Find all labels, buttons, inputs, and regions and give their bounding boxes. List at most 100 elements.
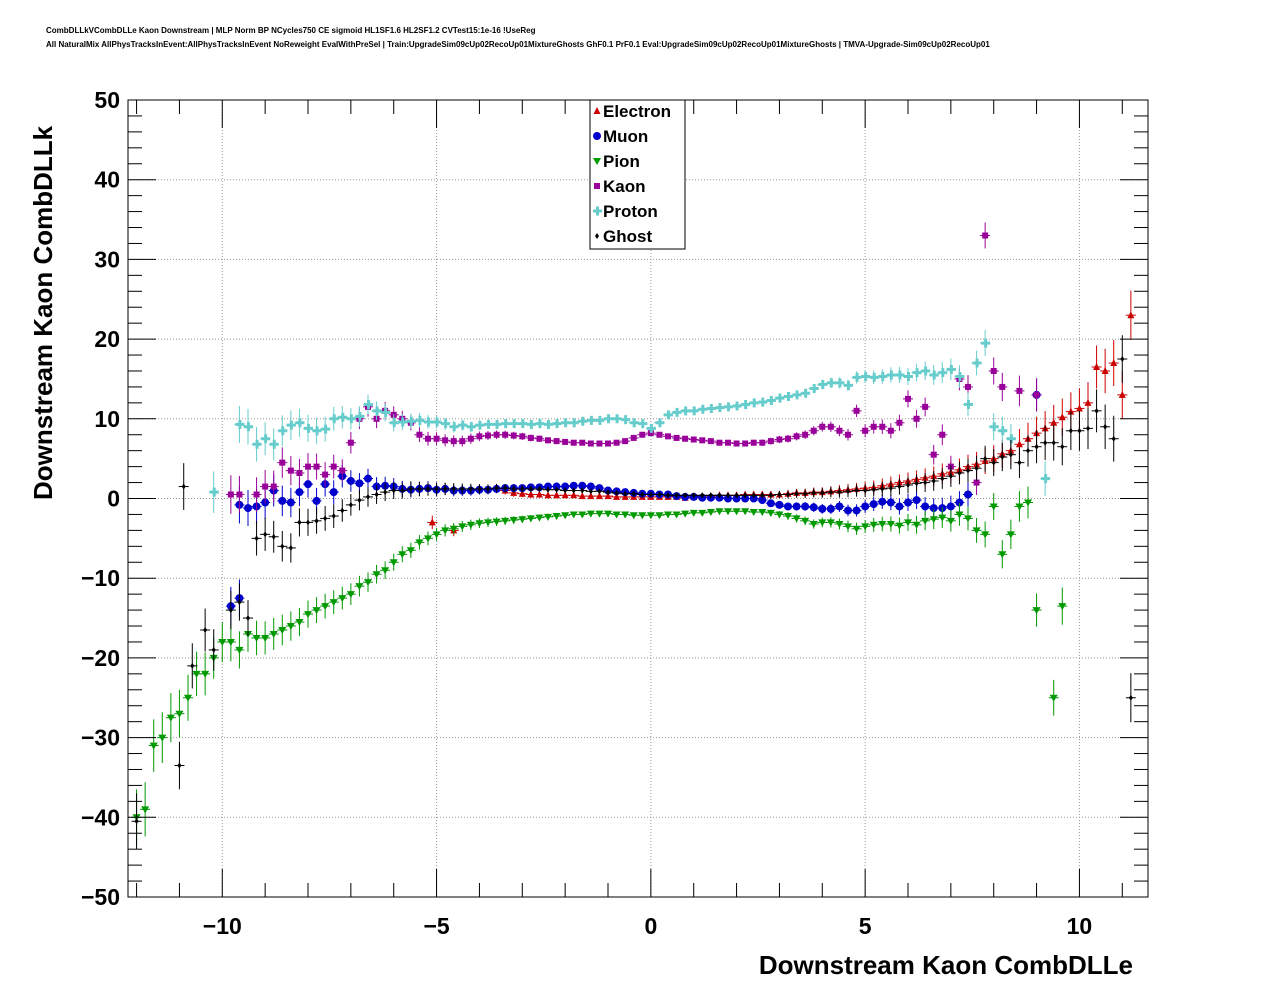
point-ghost	[983, 455, 988, 462]
point-ghost	[237, 599, 242, 606]
y-tick-label: −30	[81, 725, 120, 751]
point-ghost	[408, 485, 413, 492]
point-electron	[1127, 311, 1135, 319]
point-electron	[1050, 418, 1058, 426]
point-ghost	[340, 507, 345, 514]
point-muon	[304, 480, 312, 489]
point-electron	[1084, 398, 1092, 406]
point-proton	[638, 419, 648, 429]
point-ghost	[777, 491, 782, 498]
point-ghost	[708, 492, 713, 499]
point-pion	[501, 517, 510, 525]
point-muon	[835, 502, 844, 511]
y-tick-label: 30	[94, 246, 120, 272]
legend-label-muon: Muon	[603, 127, 648, 146]
point-proton	[904, 372, 913, 382]
point-electron	[544, 491, 552, 499]
point-proton	[861, 372, 871, 382]
point-ghost	[288, 544, 293, 551]
point-proton	[244, 422, 253, 432]
point-pion	[449, 525, 458, 533]
legend-label-proton: Proton	[603, 202, 658, 221]
point-ghost	[468, 485, 473, 492]
point-ghost	[1103, 423, 1108, 430]
point-pion	[261, 634, 270, 642]
point-muon	[329, 488, 338, 497]
point-pion	[775, 511, 784, 519]
legend-label-pion: Pion	[603, 152, 640, 171]
point-muon	[595, 484, 604, 493]
point-proton	[338, 412, 348, 422]
point-ghost	[743, 492, 748, 499]
point-pion	[895, 522, 904, 530]
point-pion	[141, 806, 150, 814]
point-proton	[535, 419, 545, 429]
point-kaon	[870, 423, 877, 430]
point-pion	[689, 509, 698, 517]
point-ghost	[991, 459, 996, 466]
point-pion	[458, 523, 467, 531]
point-proton	[295, 418, 305, 428]
point-ghost	[914, 480, 919, 487]
point-kaon	[836, 427, 843, 434]
point-ghost	[1077, 427, 1082, 434]
point-pion	[175, 710, 184, 718]
point-ghost	[923, 479, 928, 486]
point-electron	[527, 490, 535, 498]
point-ghost	[1094, 407, 1099, 414]
point-ghost	[228, 607, 233, 614]
point-proton	[835, 378, 845, 388]
point-pion	[835, 521, 844, 529]
y-tick-label: −20	[81, 645, 120, 671]
point-ghost	[571, 487, 576, 494]
point-muon	[904, 498, 912, 507]
point-kaon	[887, 427, 894, 434]
point-ghost	[134, 818, 139, 825]
point-ghost	[391, 487, 396, 494]
point-kaon	[930, 451, 937, 458]
point-kaon	[793, 433, 800, 440]
point-ghost	[306, 519, 310, 526]
point-ghost	[314, 517, 319, 524]
series-electron	[427, 290, 1136, 537]
point-pion	[1032, 607, 1041, 615]
point-proton	[981, 338, 991, 348]
point-ghost	[786, 491, 790, 498]
point-kaon	[999, 383, 1006, 390]
point-kaon	[425, 435, 431, 442]
point-pion	[184, 694, 192, 702]
point-pion	[552, 513, 561, 521]
point-kaon	[699, 437, 706, 444]
point-ghost	[1068, 427, 1073, 434]
header-line-1: CombDLLkVCombDLLe Kaon Downstream | MLP …	[46, 26, 536, 35]
point-kaon	[605, 440, 611, 447]
point-pion	[672, 511, 681, 519]
point-electron	[595, 492, 603, 500]
point-electron	[535, 490, 543, 498]
point-pion	[466, 521, 475, 529]
y-tick-label: 40	[94, 167, 120, 193]
point-ghost	[1034, 443, 1039, 450]
point-muon	[578, 481, 587, 490]
point-pion	[149, 742, 158, 750]
point-pion	[561, 512, 570, 520]
point-pion	[329, 599, 338, 607]
point-proton	[655, 418, 665, 428]
point-proton	[312, 426, 322, 436]
point-ghost	[494, 485, 499, 492]
point-electron	[1118, 390, 1126, 398]
legend-label-kaon: Kaon	[603, 177, 646, 196]
point-pion	[629, 512, 638, 520]
point-kaon	[853, 407, 860, 414]
point-pion	[518, 516, 527, 524]
point-ghost	[768, 492, 773, 499]
point-kaon	[536, 435, 543, 442]
point-kaon	[570, 439, 577, 446]
point-pion	[312, 607, 321, 615]
point-muon	[878, 497, 887, 506]
point-pion	[869, 521, 878, 529]
point-pion	[484, 519, 492, 527]
point-pion	[946, 517, 955, 525]
point-proton	[826, 378, 836, 388]
point-kaon	[322, 471, 329, 478]
